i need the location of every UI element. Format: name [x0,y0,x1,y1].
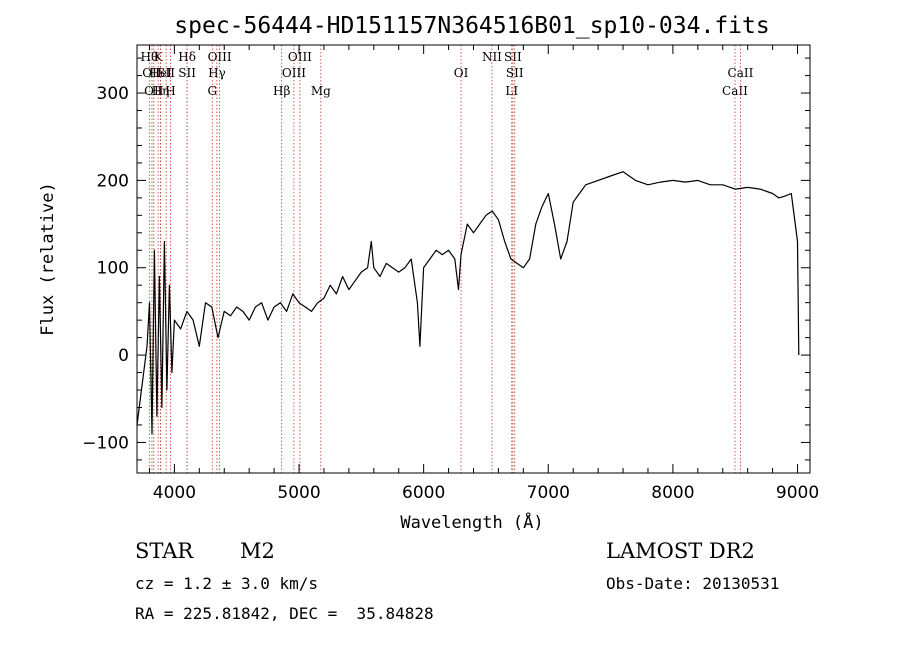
y-tick-label-3: 200 [97,171,129,191]
y-tick-label-2: 100 [97,259,129,279]
x-axis-label: Wavelength (Å) [400,511,543,533]
x-tick-label-5: 9000 [776,483,819,503]
chart-title: spec-56444-HD151157N364516B01_sp10-034.f… [174,13,769,39]
y-axis-label: Flux (relative) [38,182,58,336]
spectral-line-label-10: G [207,84,217,98]
axis-ticks: 4000 5000 6000 7000 8000 9000 −100 0 100 200 300 [82,45,819,503]
x-tick-label-0: 4000 [153,483,196,503]
spectral-line-label-22: CaII [722,84,748,98]
spectral-line-label-16: Mg [311,84,331,98]
spectral-line-label-23: CaII [728,66,754,80]
x-tick-label-1: 5000 [277,483,320,503]
obs-date: Obs-Date: 20130531 [606,574,780,593]
y-tick-label-0: −100 [82,433,129,453]
spectrum-series [136,171,800,435]
spectral-line-label-18: NII [482,50,502,64]
spectrum-line-0 [136,171,800,435]
spectral-line-label-3: K [154,50,164,64]
coordinates-line: RA = 225.81842, DEC = 35.84828 [135,604,434,623]
spectral-line-markers: HθOIIOIIKHeIHηSIIHHδSIIGHγOIIIHβOIIIOIII… [140,45,754,473]
x-tick-label-2: 6000 [402,483,445,503]
spectral-line-label-2: OII [144,84,164,98]
spectral-line-label-1: OII [142,66,162,80]
spectral-line-label-6: SII [157,66,175,80]
spectral-line-label-9: SII [178,66,196,80]
spectral-line-label-12: OIII [208,50,232,64]
y-tick-label-4: 300 [97,84,129,104]
spectral-line-label-21: SII [506,66,524,80]
x-tick-label-3: 7000 [527,483,570,503]
spectral-line-label-20: SII [504,50,522,64]
spectral-line-label-15: OIII [288,50,312,64]
y-tick-label-1: 0 [118,346,129,366]
x-tick-label-4: 8000 [651,483,694,503]
spectral-line-label-13: Hβ [273,84,290,98]
plot-frame [136,44,811,474]
redshift-line: cz = 1.2 ± 3.0 km/s [135,574,319,593]
object-subclass: M2 [240,539,275,563]
spectral-line-label-7: H [165,84,175,98]
survey-name: LAMOST DR2 [606,539,755,563]
spectral-line-label-19: LI [505,84,518,98]
spectral-line-label-11: Hγ [208,66,226,80]
spectral-line-label-17: OI [454,66,469,80]
spectral-line-label-14: OIII [282,66,306,80]
object-class: STAR [135,539,194,563]
spectral-line-label-5: Hη [152,84,170,98]
